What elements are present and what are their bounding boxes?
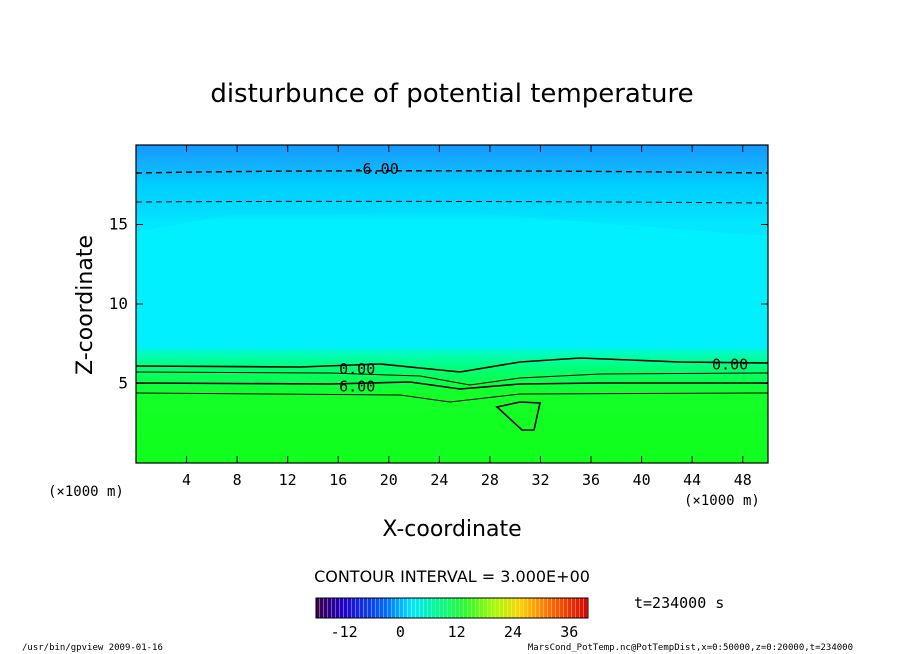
x-tick-label: 8	[233, 471, 242, 489]
contour-label: 6.00	[339, 378, 375, 396]
x-tick-label: 24	[430, 471, 448, 489]
x-tick-label: 20	[380, 471, 398, 489]
x-tick-label: 12	[279, 471, 297, 489]
y-tick-label: 15	[109, 215, 128, 234]
contour-label: 0.00	[712, 355, 748, 373]
colorbar-stripes	[316, 598, 588, 618]
y-tick-label: 5	[118, 374, 128, 393]
contour-label: -6.00	[354, 160, 399, 178]
x-axis-ticks: 4 8 12 16 20 24 28 32 36 40 44 48	[182, 145, 752, 489]
field-shading	[136, 145, 768, 463]
colorbar-tick-label: -12	[331, 623, 358, 641]
x-tick-label: 4	[182, 471, 191, 489]
contour-9	[135, 392, 769, 403]
colorbar-tick-label: 12	[448, 623, 466, 641]
time-label: t=234000 s	[634, 594, 724, 612]
x-tick-label: 44	[683, 471, 701, 489]
footer-right: MarsCond_PotTemp.nc@PotTempDist,x=0:5000…	[528, 643, 853, 653]
x-axis-label: X-coordinate	[382, 517, 521, 542]
chart-title: disturbunce of potential temperature	[210, 79, 693, 109]
upper-shading	[136, 145, 768, 236]
contour-labels: -6.000.00 0.006.00	[339, 160, 748, 396]
x-unit-right: (×1000 m)	[684, 493, 760, 509]
contour-6	[135, 381, 768, 390]
colorbar-frame	[315, 597, 589, 619]
contour-minus3	[135, 200, 769, 204]
x-tick-label: 16	[329, 471, 347, 489]
colorbar-tick-label: 36	[560, 623, 578, 641]
contour-zero	[135, 357, 769, 373]
x-tick-label: 48	[734, 471, 752, 489]
x-unit-left: (×1000 m)	[48, 484, 124, 500]
y-axis-ticks: 5 10 15	[109, 215, 768, 393]
x-tick-label: 40	[633, 471, 651, 489]
colorbar-tick-label: 24	[504, 623, 522, 641]
x-tick-label: 32	[531, 471, 549, 489]
footer-left: /usr/bin/gpview 2009-01-16	[22, 643, 163, 653]
colorbar: -12 0 12 24 36	[315, 597, 589, 641]
contour-closed	[495, 401, 541, 431]
colorbar-tick-label: 0	[396, 623, 405, 641]
y-axis-label: Z-coordinate	[73, 235, 98, 375]
contour-3	[135, 371, 769, 386]
y-tick-label: 10	[109, 294, 128, 313]
contour-label: 0.00	[339, 360, 375, 378]
x-tick-label: 36	[582, 471, 600, 489]
colorbar-ticks: -12 0 12 24 36	[331, 623, 579, 641]
plot-area	[135, 144, 769, 464]
x-tick-label: 28	[481, 471, 499, 489]
contour-interval: CONTOUR INTERVAL = 3.000E+00	[314, 567, 590, 586]
contour-minus6	[135, 170, 769, 174]
